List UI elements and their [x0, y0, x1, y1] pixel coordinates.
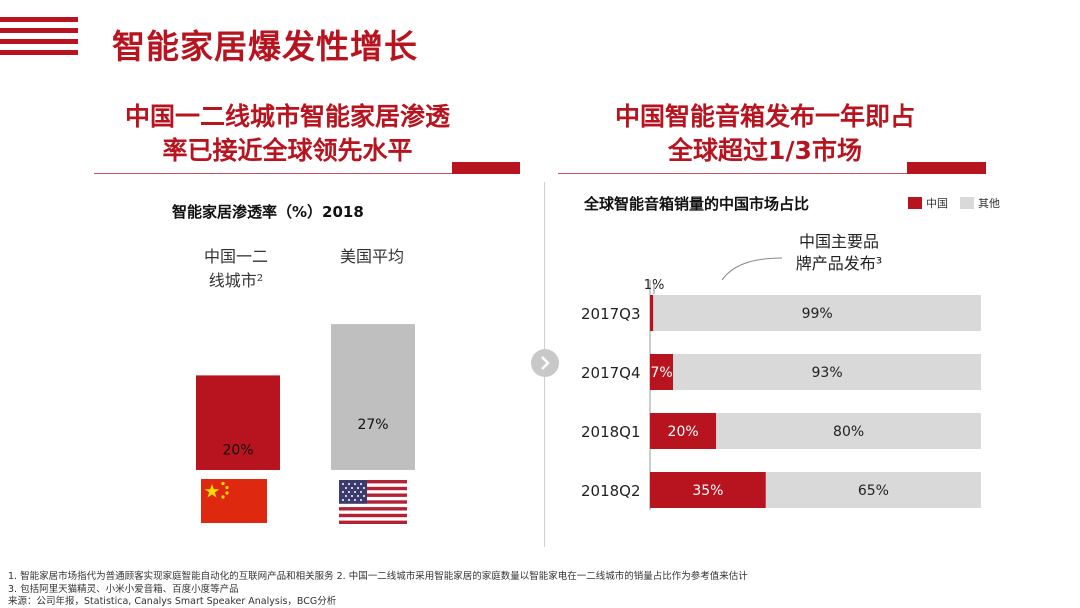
right-section-title-line2: 全球超过1/3市场	[668, 136, 862, 165]
left-section-accent-block	[452, 162, 520, 174]
value-label-china-3: 35%	[692, 483, 723, 499]
category-label-line: 中国一二	[203, 247, 268, 266]
bar-0	[196, 375, 280, 470]
bar-china-1	[650, 354, 674, 390]
value-label-china-0: 1%	[644, 278, 665, 293]
legend-item-china: 中国	[908, 195, 948, 211]
right-section-title: 中国智能音箱发布一年即占 全球超过1/3市场	[565, 100, 965, 168]
left-section-title-line2: 率已接近全球领先水平	[162, 136, 413, 165]
bar-value-label-0: 20%	[222, 443, 253, 459]
legend-label-other: 其他	[978, 197, 1000, 210]
category-label-3: 2018Q2	[581, 482, 641, 500]
chart-annotation-line1: 中国主要品	[798, 232, 879, 251]
bar-china-3	[650, 472, 766, 508]
legend-swatch-other	[960, 197, 974, 209]
page-title: 智能家居爆发性增长	[112, 27, 418, 66]
left-section-divider	[94, 173, 520, 174]
left-bar-chart: 20% 27%	[196, 324, 415, 470]
right-section-accent-block	[907, 162, 986, 174]
header-stripe	[0, 39, 78, 44]
category-label-0: 2017Q3	[581, 305, 641, 323]
footnote-2: 3. 包括阿里天猫精灵、小米小爱音箱、百度小度等产品	[8, 584, 239, 595]
legend-swatch-china	[908, 197, 922, 209]
left-chart-title: 智能家居渗透率（%）2018	[172, 203, 364, 221]
value-label-other-2: 80%	[833, 424, 864, 440]
chart-annotation-line2: 牌产品发布³	[795, 254, 883, 273]
value-label-other-1: 93%	[812, 365, 843, 381]
value-label-other-3: 65%	[858, 483, 889, 499]
bar-1	[331, 324, 415, 470]
bar-other-1	[673, 354, 981, 390]
annotation-arrow	[653, 257, 783, 294]
china-flag-icon	[201, 479, 267, 523]
header-stripe	[0, 17, 78, 22]
bar-value-label-1: 27%	[357, 417, 388, 433]
right-section-divider	[558, 173, 986, 174]
left-section-title-line1: 中国一二线城市智能家居渗透	[124, 102, 450, 131]
left-section-title: 中国一二线城市智能家居渗透 率已接近全球领先水平	[95, 100, 480, 168]
legend-item-other: 其他	[960, 195, 1000, 211]
value-label-china-1: 7%	[650, 365, 672, 381]
footnote-source: 来源：公司年报，Statistica, Canalys Smart Speake…	[8, 596, 337, 607]
footnote-1: 1. 智能家居市场指代为普通顾客实现家庭智能自动化的互联网产品和相关服务 2. …	[8, 571, 748, 582]
category-label-line: 线城市²	[208, 271, 264, 290]
header-stripe	[0, 28, 78, 33]
legend-label-china: 中国	[926, 197, 948, 210]
left-chart-category-label-1: 美国平均	[322, 245, 422, 269]
bar-other-0	[653, 295, 981, 331]
bar-other-3	[765, 472, 981, 508]
category-label-2: 2018Q1	[581, 423, 641, 441]
us-flag-icon	[339, 480, 407, 524]
left-chart-category-label-0: 中国一二 线城市²	[186, 245, 286, 293]
right-section-title-line1: 中国智能音箱发布一年即占	[614, 102, 915, 131]
value-label-china-2: 20%	[668, 424, 699, 440]
bar-other-2	[716, 413, 981, 449]
category-label-1: 2017Q4	[581, 364, 641, 382]
bar-china-0	[650, 295, 654, 331]
right-chart-title: 全球智能音箱销量的中国市场占比	[584, 195, 810, 213]
bar-china-2	[650, 413, 717, 449]
chart-annotation: 中国主要品 牌产品发布³	[784, 231, 894, 275]
chevron-right-icon[interactable]	[531, 349, 559, 377]
value-label-other-0: 99%	[802, 306, 833, 322]
header-stripe	[0, 50, 78, 55]
category-label-line: 美国平均	[339, 247, 404, 266]
